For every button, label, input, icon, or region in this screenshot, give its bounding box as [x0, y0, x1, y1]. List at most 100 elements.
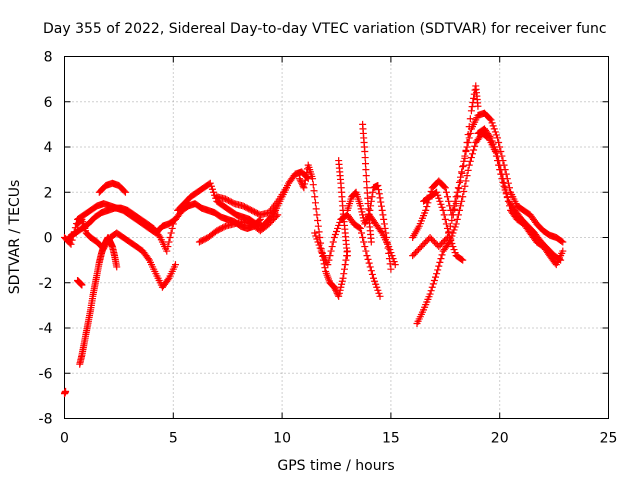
series-arc-14	[359, 120, 375, 246]
data-point	[166, 234, 174, 241]
data-point	[380, 220, 388, 228]
data-point	[488, 119, 496, 127]
data-point	[499, 175, 507, 183]
data-point	[427, 287, 435, 295]
data-point	[366, 263, 374, 271]
data-point	[441, 184, 449, 192]
data-point	[171, 261, 179, 269]
data-point	[315, 241, 323, 249]
data-point	[470, 146, 478, 154]
data-point	[314, 222, 322, 230]
data-point	[120, 187, 128, 195]
data-point	[331, 230, 339, 238]
data-point	[442, 235, 450, 243]
data-point	[155, 232, 163, 240]
data-point	[445, 229, 453, 237]
data-point	[274, 211, 282, 219]
data-point	[490, 143, 498, 151]
data-point	[366, 206, 374, 214]
data-point	[340, 265, 348, 273]
data-point	[455, 178, 463, 186]
data-points	[61, 82, 567, 398]
data-point	[450, 246, 458, 254]
y-tick-label: -2	[39, 276, 53, 292]
data-point	[497, 166, 505, 174]
data-point	[461, 182, 469, 190]
data-point	[301, 176, 309, 184]
data-point	[442, 188, 450, 196]
data-point	[357, 205, 365, 213]
data-point	[376, 292, 384, 300]
data-point	[452, 193, 460, 201]
data-point	[458, 255, 466, 263]
data-point	[435, 194, 443, 202]
data-point	[452, 200, 460, 208]
data-point	[362, 218, 370, 226]
data-point	[469, 150, 476, 158]
data-point	[355, 224, 363, 232]
data-point	[486, 132, 494, 140]
data-point	[367, 197, 375, 205]
data-point	[443, 193, 451, 201]
data-point	[364, 255, 372, 263]
data-point	[329, 238, 337, 246]
data-point	[374, 286, 382, 294]
data-point	[164, 276, 172, 284]
y-tick-label: -6	[39, 366, 53, 382]
data-point	[458, 197, 466, 205]
data-point	[351, 189, 359, 197]
data-point	[358, 229, 366, 237]
data-point	[457, 177, 465, 185]
data-point	[461, 154, 469, 162]
data-point	[334, 291, 342, 299]
series-arc-4	[76, 234, 121, 368]
data-point	[391, 261, 399, 269]
data-point	[325, 256, 333, 264]
data-point	[439, 206, 447, 214]
data-point	[451, 205, 459, 213]
data-point	[465, 123, 473, 131]
y-tick-label: 6	[44, 95, 53, 111]
x-tick-label: 20	[491, 431, 509, 447]
data-point	[435, 262, 443, 270]
series-arc-5	[95, 179, 129, 196]
data-point	[361, 220, 369, 228]
series-arc-11	[296, 161, 351, 300]
data-point	[341, 261, 349, 269]
data-point	[387, 249, 395, 257]
data-point	[422, 206, 430, 214]
data-point	[165, 238, 173, 246]
data-point	[375, 190, 383, 198]
data-point	[361, 148, 369, 156]
series-arc-13	[335, 157, 351, 260]
data-point	[335, 292, 343, 300]
data-point	[488, 137, 496, 145]
data-point	[309, 181, 317, 189]
data-point	[313, 235, 321, 243]
data-point	[423, 203, 431, 211]
data-point	[78, 281, 86, 289]
data-point	[464, 131, 472, 139]
data-point	[386, 246, 394, 254]
data-point	[502, 188, 510, 196]
data-point	[309, 175, 317, 183]
data-point	[368, 193, 376, 201]
data-point	[336, 218, 344, 226]
data-point	[167, 229, 175, 237]
data-point	[441, 215, 449, 223]
data-point	[487, 134, 495, 142]
y-axis-title: SDTVAR / TECUs	[7, 180, 23, 295]
y-tick-labels: -8 -6 -4 -2 0 2 4 6 8	[39, 50, 53, 428]
data-point	[330, 234, 338, 241]
data-point	[379, 211, 387, 219]
data-point	[447, 237, 455, 245]
data-point	[501, 184, 509, 192]
data-point	[206, 179, 214, 187]
series-arc-6	[74, 276, 86, 289]
data-point	[505, 202, 513, 210]
x-tick-label: 0	[60, 431, 69, 447]
y-tick-label: -4	[39, 321, 53, 337]
x-tick-labels: 0 5 10 15 20 25	[60, 431, 617, 447]
data-point	[433, 188, 441, 196]
data-point	[359, 211, 367, 219]
